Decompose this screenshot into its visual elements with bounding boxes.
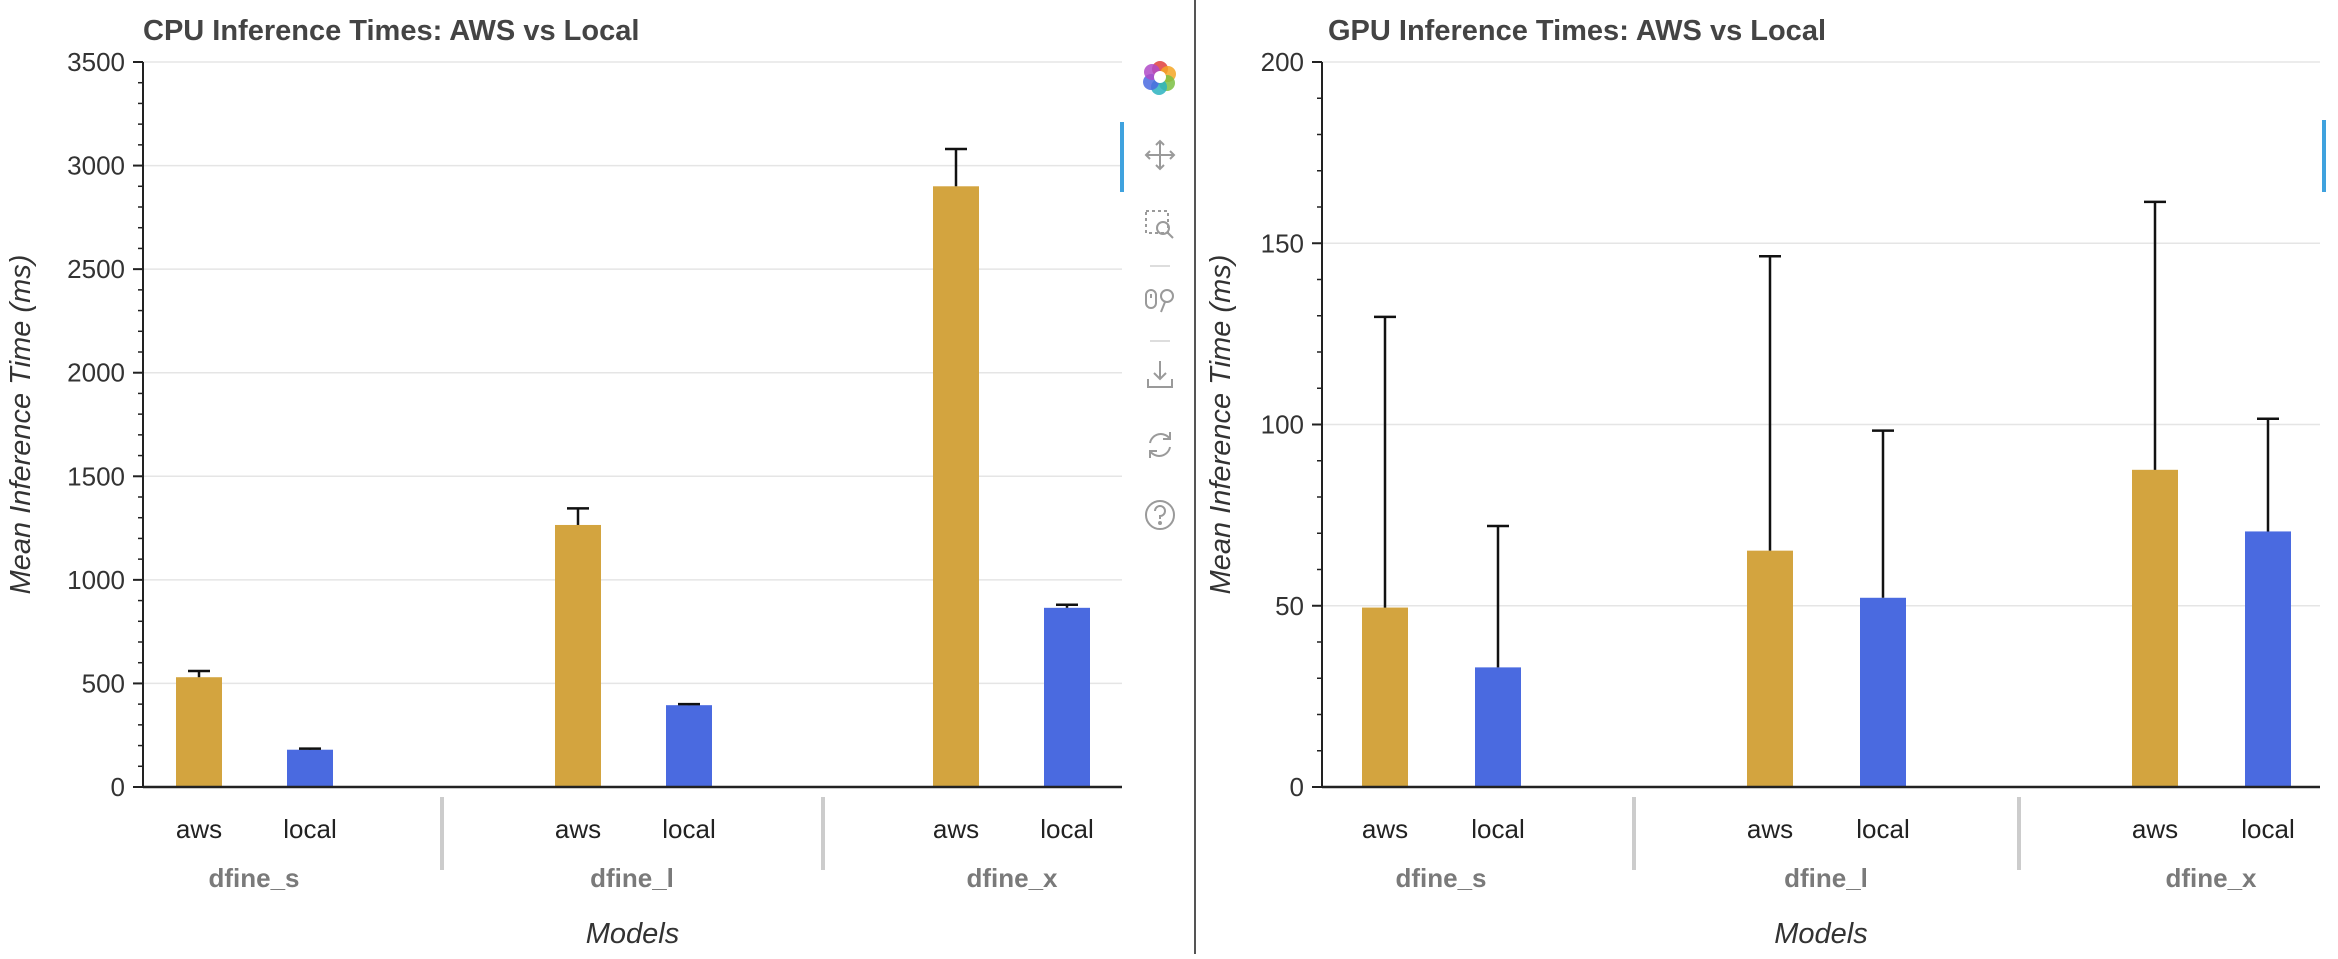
chart-title: GPU Inference Times: AWS vs Local: [1328, 15, 1826, 47]
x-factor-label: local: [662, 814, 715, 844]
panel-divider: [1194, 0, 1196, 954]
y-tick-label: 1000: [67, 565, 125, 595]
bar-dfine_l-local: [666, 705, 712, 787]
y-tick-label: 0: [111, 772, 125, 802]
active-tool-indicator: [1120, 122, 1124, 192]
bar-dfine_s-aws: [176, 677, 222, 787]
y-tick-label: 2500: [67, 254, 125, 284]
y-tick-label: 200: [1261, 47, 1304, 77]
x-group-label: dfine_l: [1784, 863, 1868, 893]
x-factor-label: local: [1040, 814, 1093, 844]
chart-title: CPU Inference Times: AWS vs Local: [143, 15, 639, 47]
bar-dfine_l-aws: [555, 524, 601, 787]
right-toolbar-active-indicator: [2322, 120, 2326, 192]
bar-dfine_s-aws: [1362, 607, 1408, 787]
y-tick-label: 0: [1290, 772, 1304, 802]
bar-dfine_l-local: [1860, 597, 1906, 787]
x-factor-label: local: [1856, 814, 1909, 844]
x-factor-label: aws: [176, 814, 222, 844]
y-tick-label: 500: [82, 668, 125, 698]
bokeh-logo-icon[interactable]: [1140, 57, 1180, 97]
x-factor-label: aws: [933, 814, 979, 844]
x-factor-label: aws: [555, 814, 601, 844]
x-axis-label: Models: [1774, 918, 1868, 950]
y-tick-label: 100: [1261, 410, 1304, 440]
y-tick-label: 150: [1261, 228, 1304, 258]
x-axis-label: Models: [586, 918, 680, 950]
x-group-label: dfine_l: [590, 863, 674, 893]
y-tick-label: 1500: [67, 461, 125, 491]
pan-icon[interactable]: [1140, 135, 1180, 175]
x-factor-label: aws: [1362, 814, 1408, 844]
bar-dfine_x-aws: [2132, 469, 2178, 787]
x-factor-label: aws: [1747, 814, 1793, 844]
box-zoom-icon[interactable]: [1140, 205, 1180, 245]
help-icon[interactable]: [1140, 495, 1180, 535]
save-icon[interactable]: [1140, 355, 1180, 395]
toolbar-separator: [1150, 340, 1170, 342]
bar-dfine_s-local: [287, 749, 333, 787]
y-axis-label: Mean Inference Time (ms): [1205, 255, 1237, 595]
plot-toolbar: [1120, 55, 1200, 555]
bar-dfine_s-local: [1475, 667, 1521, 787]
bar-dfine_x-local: [2245, 531, 2291, 787]
toolbar-separator: [1150, 265, 1170, 267]
y-tick-label: 3000: [67, 151, 125, 181]
wheel-zoom-icon[interactable]: [1140, 280, 1180, 320]
x-group-label: dfine_s: [1395, 863, 1486, 893]
y-tick-label: 50: [1275, 591, 1304, 621]
y-tick-label: 3500: [67, 47, 125, 77]
bar-dfine_x-aws: [933, 186, 979, 788]
reset-icon[interactable]: [1140, 425, 1180, 465]
bar-dfine_l-aws: [1747, 550, 1793, 787]
y-axis-label: Mean Inference Time (ms): [5, 255, 37, 595]
x-factor-label: local: [1471, 814, 1524, 844]
y-tick-label: 2000: [67, 358, 125, 388]
x-group-label: dfine_s: [208, 863, 299, 893]
x-group-label: dfine_x: [966, 863, 1058, 893]
bar-dfine_x-local: [1044, 607, 1090, 787]
x-factor-label: aws: [2132, 814, 2178, 844]
x-factor-label: local: [2241, 814, 2294, 844]
x-group-label: dfine_x: [2165, 863, 2257, 893]
x-factor-label: local: [283, 814, 336, 844]
